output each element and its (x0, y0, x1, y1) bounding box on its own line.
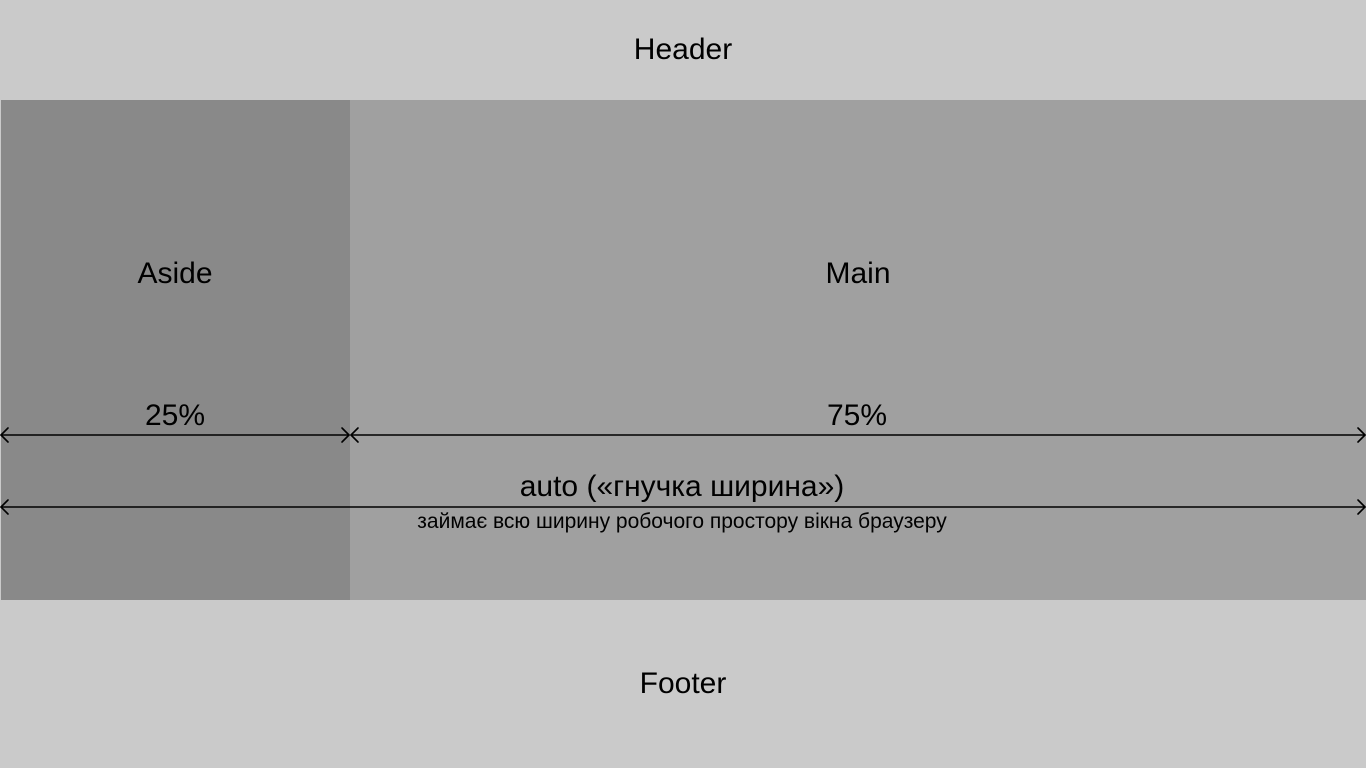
total-width-note: займає всю ширину робочого простору вікн… (417, 510, 947, 533)
footer-label: Footer (639, 667, 727, 700)
aside-label: Aside (137, 257, 213, 290)
main-region (350, 100, 1366, 600)
aside-region (1, 100, 350, 600)
header-region: Header (0, 0, 1366, 100)
header-label: Header (633, 33, 733, 66)
total-width-label: auto («гнучка ширина») (519, 470, 845, 503)
main-label: Main (825, 257, 891, 290)
footer-region: Footer (0, 600, 1366, 768)
main-width-label: 75% (826, 399, 888, 432)
aside-width-label: 25% (144, 399, 206, 432)
